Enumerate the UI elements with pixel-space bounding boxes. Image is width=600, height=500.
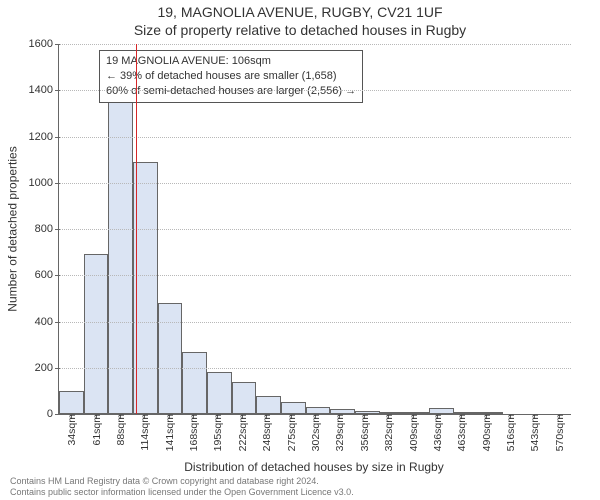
y-tick-label: 200 — [35, 362, 59, 374]
x-tick-label: 463sqm — [454, 414, 468, 451]
chart-container: 19, MAGNOLIA AVENUE, RUGBY, CV21 1UF Siz… — [0, 0, 600, 500]
bar — [182, 352, 207, 414]
x-tick-label: 114sqm — [137, 414, 151, 451]
annotation-line: 19 MAGNOLIA AVENUE: 106sqm — [106, 54, 356, 69]
x-axis-label: Distribution of detached houses by size … — [58, 460, 570, 474]
x-tick-label: 543sqm — [527, 414, 541, 451]
bar — [84, 254, 109, 414]
x-tick-label: 141sqm — [162, 414, 176, 451]
footer-line2: Contains public sector information licen… — [10, 487, 590, 498]
reference-line — [136, 44, 137, 414]
bar — [108, 93, 133, 414]
bar — [256, 396, 281, 415]
x-tick-label: 195sqm — [210, 414, 224, 451]
x-tick-label: 88sqm — [113, 414, 127, 446]
y-tick-label: 600 — [35, 269, 59, 281]
bar — [281, 402, 306, 414]
x-tick-label: 356sqm — [357, 414, 371, 451]
bar — [158, 303, 183, 414]
annotation-box: 19 MAGNOLIA AVENUE: 106sqm← 39% of detac… — [99, 50, 363, 103]
y-tick-label: 1400 — [29, 84, 59, 96]
x-tick-label: 382sqm — [381, 414, 395, 451]
plot-area: 19 MAGNOLIA AVENUE: 106sqm← 39% of detac… — [58, 44, 571, 415]
title-line2: Size of property relative to detached ho… — [0, 22, 600, 38]
y-tick-label: 1600 — [29, 38, 59, 50]
x-tick-label: 275sqm — [284, 414, 298, 451]
x-tick-label: 248sqm — [259, 414, 273, 451]
bar — [59, 391, 84, 414]
x-tick-label: 222sqm — [235, 414, 249, 451]
y-tick-label: 0 — [47, 408, 59, 420]
bar — [306, 407, 331, 414]
x-tick-label: 516sqm — [503, 414, 517, 451]
annotation-line: ← 39% of detached houses are smaller (1,… — [106, 69, 356, 84]
y-tick-label: 1200 — [29, 131, 59, 143]
x-tick-label: 436sqm — [430, 414, 444, 451]
x-tick-label: 329sqm — [332, 414, 346, 451]
bar — [232, 382, 257, 414]
x-tick-label: 302sqm — [308, 414, 322, 451]
x-tick-label: 490sqm — [479, 414, 493, 451]
x-tick-label: 409sqm — [406, 414, 420, 451]
bar — [207, 372, 232, 414]
footer-attribution: Contains HM Land Registry data © Crown c… — [10, 476, 590, 498]
x-tick-label: 61sqm — [89, 414, 103, 446]
footer-line1: Contains HM Land Registry data © Crown c… — [10, 476, 590, 487]
y-axis-label: Number of detached properties — [6, 44, 20, 414]
x-tick-label: 34sqm — [64, 414, 78, 446]
y-tick-label: 800 — [35, 223, 59, 235]
x-tick-label: 570sqm — [552, 414, 566, 451]
x-tick-label: 168sqm — [186, 414, 200, 451]
y-tick-label: 1000 — [29, 177, 59, 189]
title-line1: 19, MAGNOLIA AVENUE, RUGBY, CV21 1UF — [0, 4, 600, 20]
y-tick-label: 400 — [35, 316, 59, 328]
